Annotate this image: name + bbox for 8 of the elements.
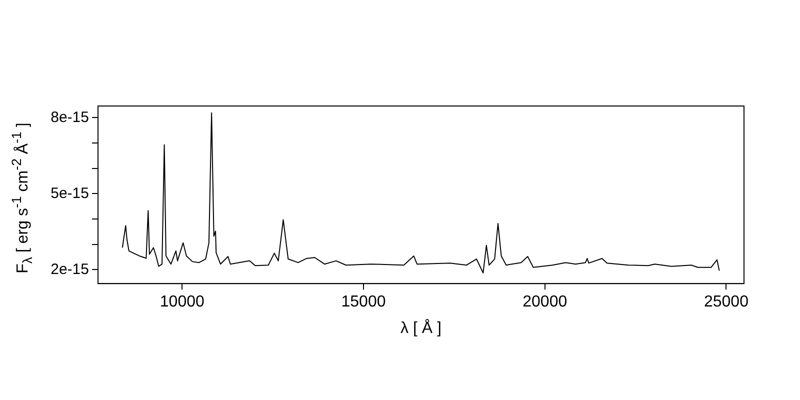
x-tick-label: 25000 bbox=[704, 294, 749, 311]
y-tick-label: 8e-15 bbox=[50, 108, 89, 126]
y-tick-label: 5e-15 bbox=[50, 184, 89, 202]
x-tick-label: 15000 bbox=[341, 294, 386, 311]
x-axis-title: λ [ Å ] bbox=[400, 318, 442, 337]
y-tick-label: 2e-15 bbox=[50, 260, 89, 278]
x-tick-label: 20000 bbox=[522, 294, 568, 311]
x-tick-label: 10000 bbox=[160, 294, 204, 311]
